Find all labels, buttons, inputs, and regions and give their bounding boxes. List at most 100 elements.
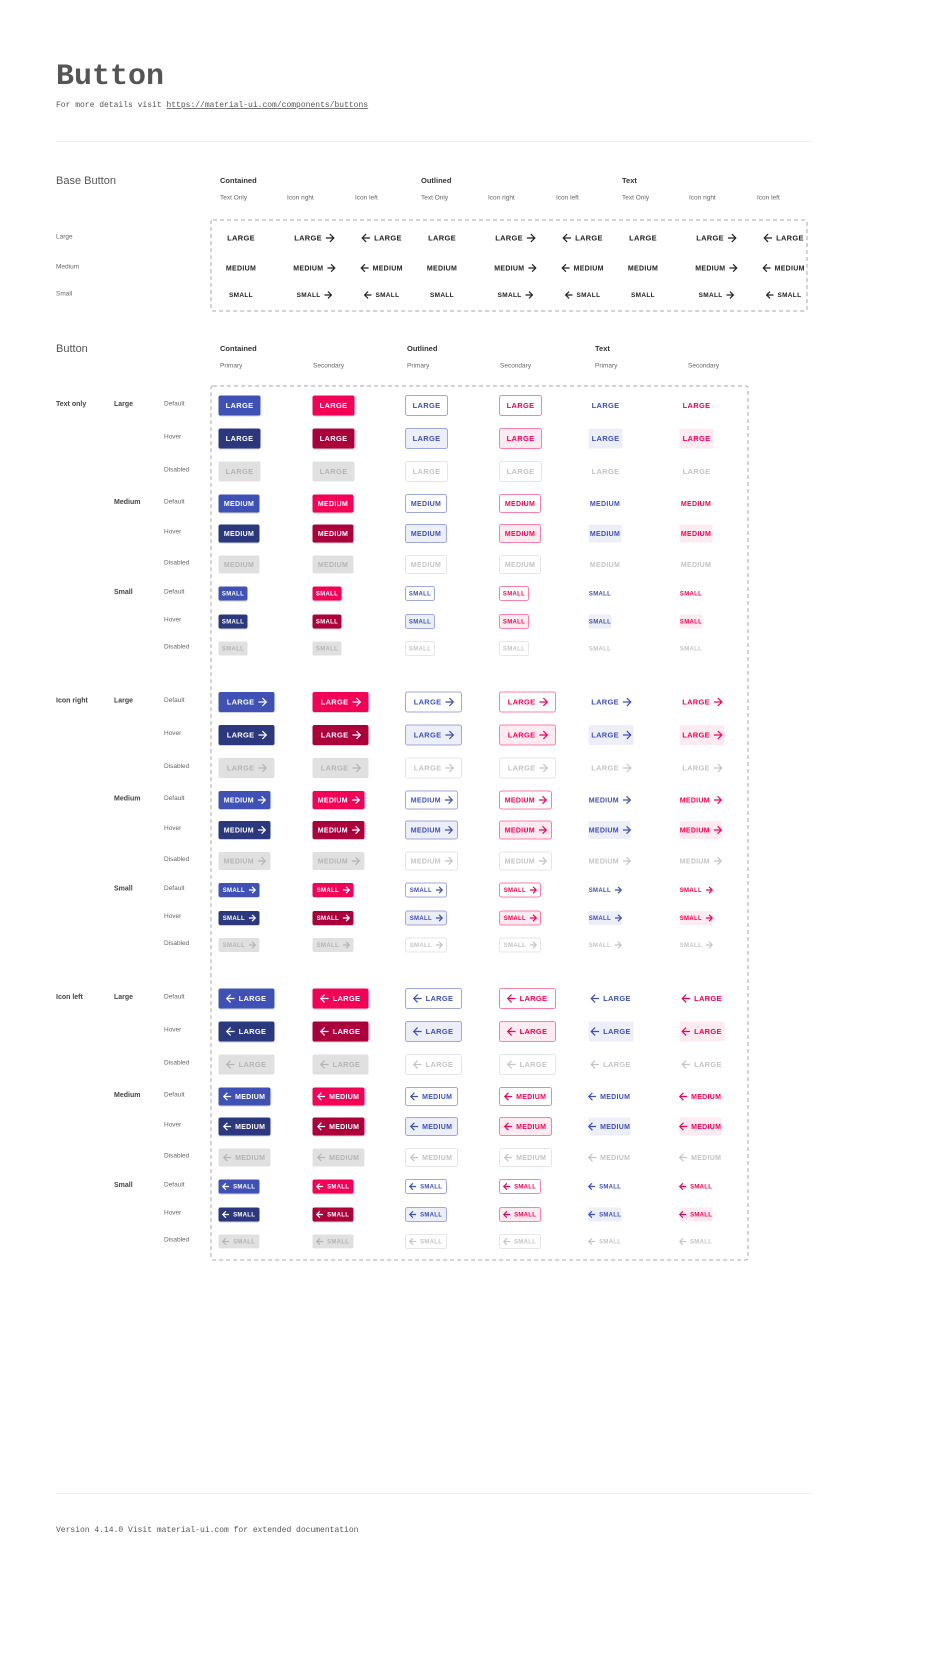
- arrow-icon: [445, 763, 455, 773]
- state-label: Disabled: [164, 856, 190, 863]
- arrow-icon: [408, 1210, 417, 1219]
- arrow-icon: [587, 1237, 596, 1246]
- button: SMALL: [312, 614, 342, 630]
- button-label: SMALL: [222, 647, 244, 653]
- button: SMALL: [678, 1237, 712, 1246]
- button-label: SMALL: [316, 620, 338, 626]
- state-label: Disabled: [164, 644, 190, 651]
- button-label: MEDIUM: [224, 797, 254, 804]
- button: SMALL: [405, 910, 447, 926]
- button: SMALL: [312, 1234, 354, 1249]
- state-label: Default: [164, 697, 185, 704]
- button-label: SMALL: [410, 943, 432, 949]
- button-surface: [405, 1054, 462, 1075]
- arrow-icon: [529, 886, 538, 894]
- button-label: SMALL: [229, 292, 253, 299]
- button: LARGE: [312, 758, 369, 778]
- button: LARGE: [312, 461, 355, 482]
- button-label: MEDIUM: [691, 1094, 721, 1101]
- arrow-icon: [678, 1210, 687, 1219]
- base-button: LARGE: [361, 233, 402, 242]
- button: SMALL: [218, 641, 248, 656]
- arrow-icon: [408, 1182, 417, 1191]
- button-label: SMALL: [589, 916, 611, 922]
- button: SMALL: [680, 592, 702, 598]
- button-surface: [405, 882, 447, 898]
- button-label: LARGE: [592, 434, 620, 443]
- button-surface: [499, 691, 556, 713]
- button: LARGE: [588, 725, 634, 745]
- button: SMALL: [679, 614, 703, 629]
- button-label: MEDIUM: [224, 562, 254, 569]
- button-label: MEDIUM: [318, 797, 348, 804]
- button-label: LARGE: [591, 763, 619, 772]
- button: SMALL: [499, 937, 541, 953]
- button: LARGE: [499, 724, 556, 746]
- button-label: MEDIUM: [505, 531, 535, 538]
- button-surface: [499, 882, 541, 898]
- button: SMALL: [405, 1179, 447, 1194]
- button-label: SMALL: [680, 916, 702, 922]
- docs-link[interactable]: https://material-ui.com/components/butto…: [166, 101, 368, 110]
- base-button: MEDIUM: [226, 265, 256, 272]
- button-label: MEDIUM: [411, 562, 441, 569]
- button-surface: [405, 494, 447, 513]
- button-label: SMALL: [777, 292, 801, 299]
- arrow-icon: [502, 1210, 511, 1219]
- button-label: LARGE: [413, 467, 441, 476]
- button-surface: [405, 1207, 447, 1222]
- subtitle: For more details visit https://material-…: [56, 101, 368, 110]
- button-surface: [405, 820, 458, 840]
- button: LARGE: [681, 1060, 722, 1069]
- button: LARGE: [312, 395, 355, 417]
- button: SMALL: [405, 614, 435, 629]
- button: LARGE: [682, 697, 723, 706]
- group-label: Contained: [220, 344, 257, 353]
- button-label: MEDIUM: [681, 501, 711, 508]
- button-surface: [312, 1234, 354, 1249]
- arrow-icon: [342, 886, 351, 894]
- button-surface: [588, 1117, 631, 1136]
- arrow-icon: [561, 263, 570, 273]
- button: MEDIUM: [587, 1092, 630, 1101]
- size-label: Medium: [114, 795, 140, 802]
- button-label: SMALL: [599, 1185, 621, 1191]
- button-label: LARGE: [320, 467, 348, 476]
- button-surface: [218, 911, 260, 925]
- arrow-icon: [587, 1182, 596, 1191]
- button-label: MEDIUM: [293, 265, 323, 272]
- button-surface: [499, 586, 529, 601]
- button-label: LARGE: [321, 697, 349, 706]
- arrow-icon: [257, 825, 267, 835]
- base-button: MEDIUM: [494, 263, 537, 272]
- button-surface: [218, 938, 260, 952]
- button-label: SMALL: [504, 943, 526, 949]
- arrow-icon: [248, 886, 257, 894]
- button-label: MEDIUM: [411, 501, 441, 508]
- variant-label: Primary: [220, 363, 243, 370]
- section-title: Base Button: [56, 175, 116, 187]
- state-label: Hover: [164, 730, 182, 737]
- button-label: LARGE: [683, 434, 711, 443]
- button: MEDIUM: [590, 501, 620, 508]
- button-label: SMALL: [504, 888, 526, 894]
- group-label: Outlined: [407, 344, 438, 353]
- button-label: SMALL: [699, 292, 723, 299]
- button: LARGE: [312, 725, 369, 746]
- base-button: MEDIUM: [561, 263, 603, 273]
- variant-label: Secondary: [500, 363, 532, 370]
- button: LARGE: [591, 763, 632, 772]
- button-surface: [218, 1179, 260, 1194]
- button-surface: [499, 1087, 552, 1106]
- arrow-icon: [538, 825, 548, 835]
- button-label: LARGE: [683, 401, 711, 410]
- button-label: LARGE: [603, 1060, 631, 1069]
- button-label: LARGE: [682, 730, 710, 739]
- button-label: MEDIUM: [505, 501, 535, 508]
- base-button: SMALL: [229, 292, 253, 299]
- arrow-icon: [435, 941, 444, 949]
- arrow-icon: [622, 795, 632, 805]
- button-label: MEDIUM: [681, 531, 711, 538]
- arrow-icon: [258, 697, 268, 707]
- button-label: MEDIUM: [224, 827, 254, 834]
